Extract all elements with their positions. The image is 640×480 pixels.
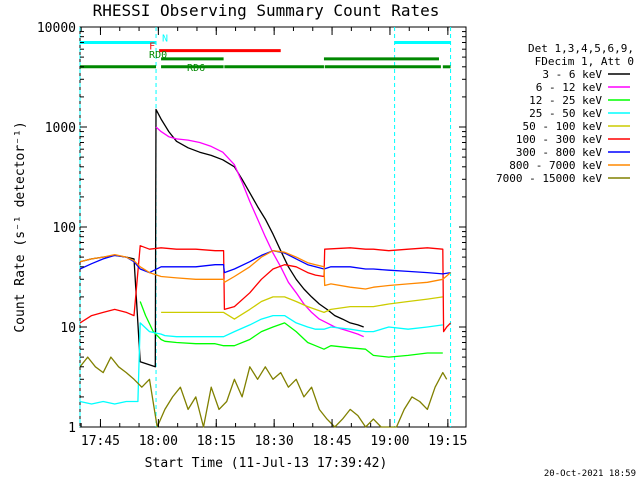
axes: 1 10 100 1000 10000 17:45 18:00 18:15 18:30 18:45… — [37, 21, 468, 449]
series-line-2 — [139, 301, 443, 358]
x-tick-label: 18:45 — [312, 434, 351, 449]
x-tick-label: 19:00 — [370, 434, 409, 449]
y-axis-title: Count Rate (s⁻¹ detector⁻¹) — [13, 121, 28, 332]
legend-header-line: FDecim 1, Att 0 — [535, 55, 634, 68]
x-axis-title: Start Time (11-Jul-13 17:39:42) — [145, 456, 388, 471]
flag-label-3: RD6 — [187, 63, 205, 74]
x-tick-label: 17:45 — [81, 434, 120, 449]
series-line-7 — [79, 250, 452, 290]
flag-label-0: N — [162, 33, 168, 44]
chart-title: RHESSI Observing Summary Count Rates — [93, 1, 440, 20]
y-tick-label: 10 — [60, 321, 76, 336]
legend-label: 6 - 12 keV — [536, 81, 603, 94]
flag-label-1: F — [149, 42, 155, 53]
y-tick-label: 1 — [68, 421, 76, 436]
x-tick-label: 18:15 — [197, 434, 236, 449]
series-line-0 — [79, 108, 364, 368]
y-tick-label: 10000 — [37, 21, 76, 36]
series-line-6 — [79, 250, 451, 275]
legend: Det 1,3,4,5,6,9,FDecim 1, Att 03 - 6 keV… — [496, 42, 634, 185]
footer-date: 20-Oct-2021 18:59 — [544, 469, 636, 479]
series-line-8 — [79, 356, 448, 428]
x-tick-label: 19:15 — [428, 434, 467, 449]
legend-label: 300 - 800 keV — [516, 146, 602, 159]
plot-frame — [79, 26, 467, 428]
legend-label: 50 - 100 keV — [523, 120, 603, 133]
series-line-4 — [161, 296, 443, 320]
y-axis-title-text: Count Rate (s⁻¹ detector⁻¹) — [13, 121, 28, 332]
legend-label: 25 - 50 keV — [529, 107, 602, 120]
x-tick-label: 18:30 — [255, 434, 294, 449]
legend-label: 100 - 300 keV — [516, 133, 602, 146]
legend-label: 7000 - 15000 keV — [496, 172, 602, 185]
x-tick-label: 18:00 — [139, 434, 178, 449]
legend-label: 800 - 7000 keV — [509, 159, 602, 172]
flag-label-2: RD0 — [149, 50, 167, 61]
legend-header-line: Det 1,3,4,5,6,9, — [528, 42, 634, 55]
series-group — [79, 108, 452, 428]
legend-label: 12 - 25 keV — [529, 94, 602, 107]
legend-label: 3 - 6 keV — [542, 68, 602, 81]
series-line-3 — [79, 314, 443, 405]
y-tick-label: 1000 — [45, 121, 76, 136]
series-line-1 — [155, 126, 364, 338]
y-tick-label: 100 — [53, 221, 76, 236]
series-line-5 — [79, 245, 452, 333]
